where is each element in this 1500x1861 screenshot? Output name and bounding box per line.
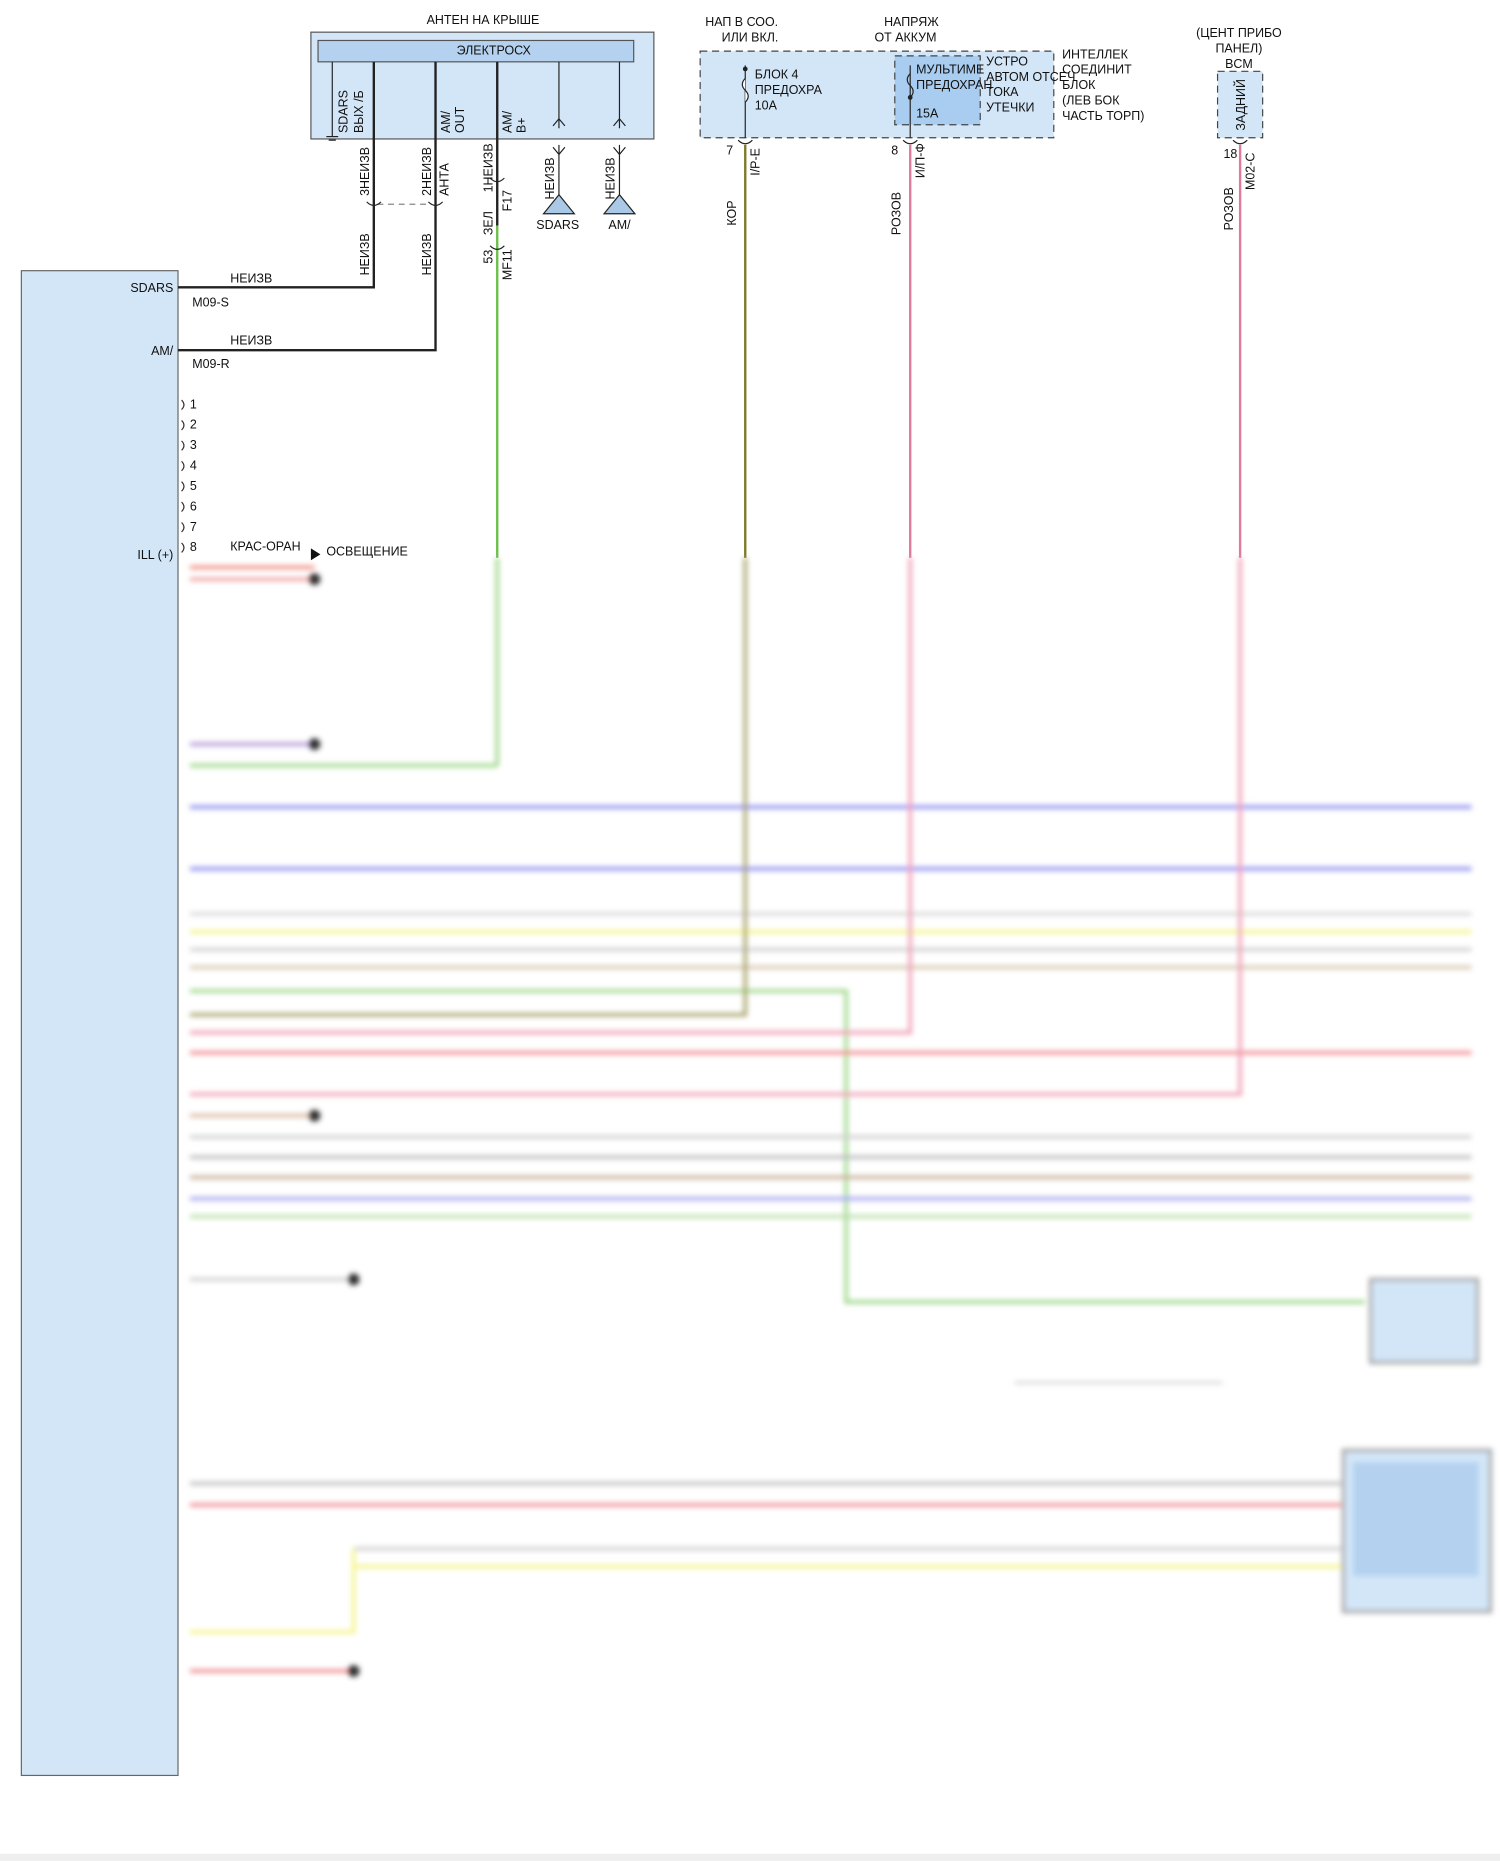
fuse-rating: 15А xyxy=(916,107,939,121)
supply-wires xyxy=(744,144,1242,558)
pin-number: 3 xyxy=(190,438,197,452)
pin-number: 5 xyxy=(190,479,197,493)
pin-number: 18 xyxy=(1223,147,1237,161)
device-label: УТЕЧКИ xyxy=(986,101,1034,115)
fuse-label: ПРЕДОХРА xyxy=(755,83,823,97)
wire-color: НЕИЗВ xyxy=(230,333,272,347)
node xyxy=(907,95,913,100)
wire-pin: 2НЕИЗВ xyxy=(420,147,434,196)
pin-connector xyxy=(181,542,185,553)
bcm-name: BCM xyxy=(1225,57,1253,71)
pin-number: 7 xyxy=(190,520,197,534)
wire-color: ЗЕЛ xyxy=(481,211,495,235)
bcm-name: (ЦЕНТ ПРИБО xyxy=(1196,26,1282,40)
device-label: АВТОМ ОТСЕЧ xyxy=(986,70,1075,84)
pin-connector xyxy=(181,522,185,533)
pin-number: 6 xyxy=(190,499,197,513)
pin-label: ВЫХ /Б xyxy=(352,90,366,133)
supply: НАП В СОО. xyxy=(705,15,778,29)
supply: ИЛИ ВКЛ. xyxy=(722,31,779,45)
fuse-label: ПРЕДОХРАН xyxy=(916,78,992,92)
radio-module xyxy=(20,270,179,1777)
radio-pin: SDARS xyxy=(130,281,173,295)
wire-color: НЕИЗВ xyxy=(358,233,372,275)
pin-label: B+ xyxy=(515,117,529,133)
connector: И/П-Ф xyxy=(913,143,927,178)
connector: M09-S xyxy=(192,295,229,309)
node xyxy=(742,66,748,72)
pin-connector xyxy=(181,481,185,492)
connector: I/P-E xyxy=(748,148,762,176)
module-label: ЭЛЕКТРОСХ xyxy=(457,44,532,58)
box-name: БЛОК xyxy=(1062,78,1096,92)
connector: F17 xyxy=(500,190,514,212)
pin-connector xyxy=(181,440,185,451)
wire-label: АНТА xyxy=(438,162,452,195)
connector: M02-C xyxy=(1243,153,1257,190)
fuse-box xyxy=(699,50,1055,139)
wire-color: КРАС-ОРАН xyxy=(230,540,300,554)
device-label: ТОКА xyxy=(986,85,1019,99)
module-box xyxy=(317,39,635,63)
pin-connector xyxy=(181,420,185,431)
bcm-box xyxy=(1216,70,1264,139)
ground-label: SDARS xyxy=(536,218,579,232)
box-name: ИНТЕЛЛЕК xyxy=(1062,47,1129,61)
device-label: УСТРО xyxy=(986,54,1028,68)
wire-pin: 1НЕИЗВ xyxy=(481,143,495,192)
pin-number: 1 xyxy=(190,397,197,411)
ground-wire: НЕИЗВ xyxy=(543,157,557,199)
fuse-symbols xyxy=(737,65,1248,145)
wire-color: НЕИЗВ xyxy=(420,233,434,275)
box-name: ЧАСТЬ ТОРП) xyxy=(1062,109,1144,123)
supply: НАПРЯЖ xyxy=(884,15,939,29)
pin-label: SDARS xyxy=(337,90,351,133)
pin-connector xyxy=(181,501,185,513)
pin-number: 8 xyxy=(891,143,898,157)
arrow xyxy=(310,548,321,561)
box-name: (ЛЕВ БОК xyxy=(1062,94,1120,108)
box-name: СОЕДИНИТ xyxy=(1062,63,1132,77)
radio-pin: ILL (+) xyxy=(137,548,173,562)
wire-color: КОР xyxy=(725,200,739,225)
fuse-module xyxy=(894,55,981,126)
fuse-label: БЛОК 4 xyxy=(755,67,799,81)
pin-connector xyxy=(181,399,185,410)
ground-label: AM/ xyxy=(608,218,631,232)
connector: MF11 xyxy=(500,249,514,280)
pin-label: AM/ xyxy=(500,110,514,133)
pin-number: 2 xyxy=(190,418,197,432)
fuse-label: МУЛЬТИМЕ xyxy=(916,63,984,77)
ground-wire: НЕИЗВ xyxy=(604,157,618,199)
wire-color: НЕИЗВ xyxy=(230,272,272,286)
antenna-wires xyxy=(178,61,637,558)
pin-number: 8 xyxy=(190,540,197,554)
bcm-name: ПАНЕЛ) xyxy=(1215,41,1262,55)
pin-connector xyxy=(181,460,185,472)
fuse-label: 10А xyxy=(755,98,778,112)
pin-number: 7 xyxy=(726,143,733,157)
wire-color: РОЗОВ xyxy=(1222,187,1236,230)
footer-bar xyxy=(0,1853,1500,1861)
wire-color: РОЗОВ xyxy=(890,192,904,235)
pin-label: OUT xyxy=(453,106,467,133)
pin-numbers: 1 2 3 4 5 6 7 8 xyxy=(181,397,197,554)
pin-label: AM/ xyxy=(439,110,453,133)
radio-pin: AM/ xyxy=(151,344,174,358)
pin-number: 53 xyxy=(481,250,495,264)
antenna-title: АНТЕН НА КРЫШЕ xyxy=(427,13,540,27)
supply: ОТ АККУМ xyxy=(874,31,936,45)
blurred-section xyxy=(189,557,1493,1677)
connector: M09-R xyxy=(192,357,229,371)
destination: ОСВЕЩЕНИЕ xyxy=(326,545,408,559)
pin-number: 4 xyxy=(190,459,197,473)
wire-pin: 3НЕИЗВ xyxy=(358,147,372,196)
bcm-label: ЗАДНИЙ xyxy=(1233,79,1248,131)
